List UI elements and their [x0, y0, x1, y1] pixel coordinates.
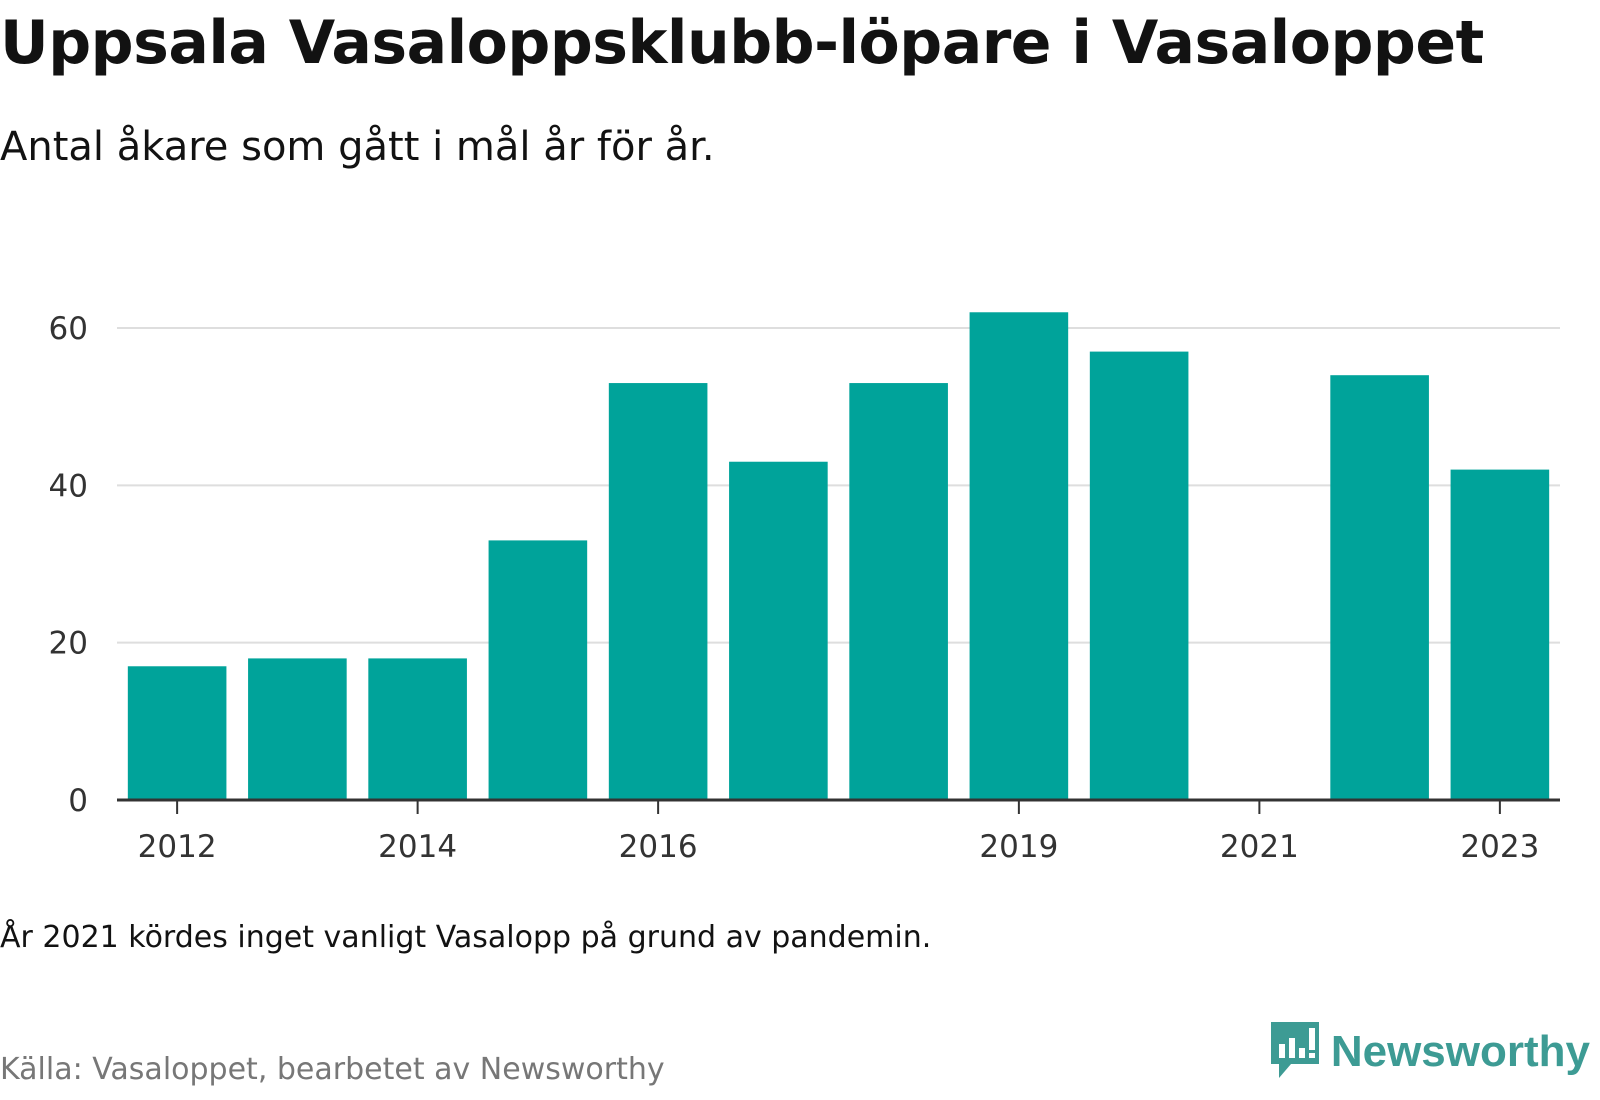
chart-subtitle: Antal åkare som gått i mål år för år. — [0, 124, 715, 170]
bar-2018 — [849, 383, 948, 800]
chart-note: År 2021 kördes inget vanligt Vasalopp på… — [0, 920, 932, 955]
grid-lines — [117, 327, 1560, 644]
x-tick-label: 2021 — [1220, 829, 1299, 865]
brand-logo[interactable]: Newsworthy — [1269, 1020, 1590, 1084]
source-credit: Källa: Vasaloppet, bearbetet av Newswort… — [0, 1052, 665, 1087]
bar-2022 — [1330, 375, 1429, 800]
bar-2013 — [248, 658, 347, 800]
bar-2017 — [729, 461, 828, 800]
bar-2015 — [488, 540, 588, 800]
y-tick-label: 20 — [49, 626, 88, 662]
x-tick-label: 2019 — [979, 829, 1058, 865]
y-tick-label: 40 — [49, 468, 88, 504]
x-tick-label: 2016 — [619, 829, 698, 865]
chart-title: Uppsala Vasaloppsklubb-löpare i Vasalopp… — [0, 8, 1484, 78]
bar-2012 — [127, 666, 227, 800]
x-tick-label: 2014 — [378, 829, 457, 865]
bar-2014 — [368, 658, 467, 800]
x-axis: 2012 2014 2016 2019 2021 2023 — [117, 798, 1560, 865]
bar-chart: 0 20 40 60 2012 2014 2016 2019 2021 2023 — [49, 311, 1560, 865]
bar-2019 — [969, 312, 1069, 800]
x-tick-label: 2012 — [138, 829, 217, 865]
bar-2020 — [1089, 351, 1189, 800]
bar-2016 — [608, 383, 708, 800]
y-tick-label: 60 — [49, 311, 88, 347]
x-tick-label: 2023 — [1460, 829, 1539, 865]
brand-name: Newsworthy — [1330, 1027, 1590, 1076]
bars — [127, 312, 1550, 800]
bar-chart-speech-icon — [1269, 1020, 1321, 1084]
y-axis-labels: 0 20 40 60 — [49, 311, 88, 819]
bar-2023 — [1450, 469, 1550, 800]
y-tick-label: 0 — [68, 783, 88, 819]
